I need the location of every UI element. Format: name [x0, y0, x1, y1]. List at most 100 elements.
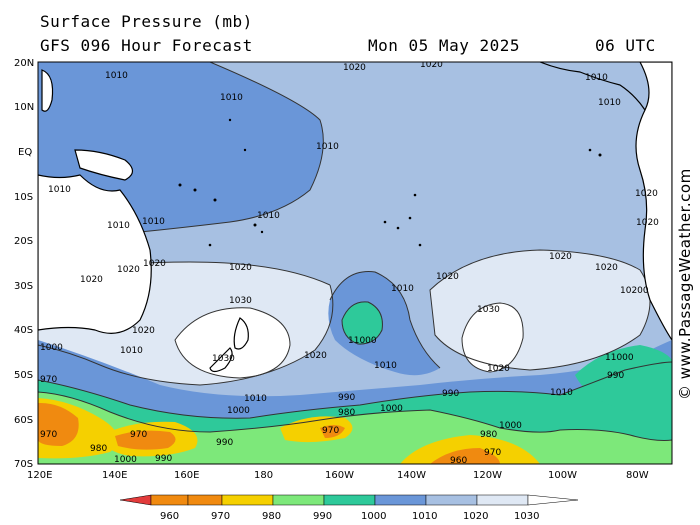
isobar-label: 1010 [105, 71, 128, 81]
isobar-label: 1020 [436, 272, 459, 282]
isobar-label: 1010 [142, 217, 165, 227]
isobar-label: 1010 [244, 394, 267, 404]
lon-label: 180 [254, 470, 273, 481]
landmasses [38, 62, 672, 373]
south-america [635, 62, 672, 342]
isobar-label: 1030 [212, 354, 235, 364]
isobar-label: 960 [450, 456, 467, 466]
new-zealand-south [209, 347, 233, 373]
isobar-label: 980 [90, 444, 107, 454]
isobar-labels: 1010 1010 1010 1020 1020 1010 1010 1010 … [40, 60, 659, 466]
forecast-time: 06 UTC [595, 36, 656, 55]
central-low-core [342, 301, 383, 345]
new-zealand-north [233, 317, 249, 350]
legend-tick: 990 [313, 511, 332, 522]
lat-label: 60S [14, 415, 33, 426]
sa-low [575, 345, 672, 412]
legend-swatch [374, 494, 427, 506]
isobar-label: 1010 [48, 185, 71, 195]
map-area: 1010 1010 1010 1020 1020 1010 1010 1010 … [38, 60, 672, 466]
isobar-label: 990 [607, 371, 624, 381]
isobar-label: 1020 [487, 364, 510, 374]
map-title: Surface Pressure (mb) [40, 12, 253, 31]
lat-label: 10N [14, 102, 34, 113]
isobar-label: 990 [155, 454, 172, 464]
lon-label: 140W [397, 470, 426, 481]
legend-tick: 1000 [361, 511, 386, 522]
isobar-label: 970 [484, 448, 501, 458]
isobar-label: 1020 [549, 252, 572, 262]
forecast-date: Mon 05 May 2025 [368, 36, 520, 55]
legend-swatch [221, 494, 274, 506]
isobar-label: 1020 [117, 265, 140, 275]
lon-label: 160W [325, 470, 354, 481]
isobar-label: 990 [442, 389, 459, 399]
isobar-label: 11000 [348, 336, 377, 346]
isobars [38, 62, 672, 441]
new-guinea [74, 149, 134, 181]
lat-label: 20S [14, 236, 33, 247]
isobar-label: 1020 [420, 60, 443, 70]
central-america [539, 62, 646, 111]
lat-label: 40S [14, 325, 33, 336]
isobar-label: 980 [480, 430, 497, 440]
legend-tick: 980 [262, 511, 281, 522]
isobar-label: 990 [216, 438, 233, 448]
legend-swatch [272, 494, 325, 506]
lon-label: 120E [27, 470, 52, 481]
isobar-label: 1000 [114, 455, 137, 465]
philippines [41, 69, 54, 112]
isobar-label: 970 [130, 430, 147, 440]
high-west-center [175, 307, 290, 378]
isobar-label: 1010 [257, 211, 280, 221]
isobar-label: 970 [40, 430, 57, 440]
legend-swatch [323, 494, 376, 506]
australia [38, 174, 152, 334]
isobar-label: 990 [338, 393, 355, 403]
pressure-legend: 960 970 980 990 1000 1010 1020 1030 [119, 494, 579, 522]
isobar-label: 1000 [40, 343, 63, 353]
isobar-label: 1020 [343, 63, 366, 73]
isobar-label: 1020 [635, 189, 658, 199]
lon-label: 140E [102, 470, 127, 481]
isobar-label: 1010 [391, 284, 414, 294]
legend-tick: 960 [160, 511, 179, 522]
isobar-label: 1020 [80, 275, 103, 285]
isobar-label: 1000 [499, 421, 522, 431]
high-east-center [462, 303, 524, 372]
legend-swatch [119, 494, 152, 506]
legend-tick: 1020 [463, 511, 488, 522]
lat-label: EQ [18, 147, 32, 158]
low-orange-south [430, 448, 500, 464]
lon-label: 80W [626, 470, 649, 481]
lat-label: 20N [14, 58, 34, 69]
legend-swatch [425, 494, 478, 506]
isobar-label: 980 [338, 408, 355, 418]
low-orange-mid [115, 430, 176, 450]
isobar-label: 1010 [585, 73, 608, 83]
isobar-label: 1030 [477, 305, 500, 315]
isobar-label: 1000 [227, 406, 250, 416]
website-credit: © www.PassageWeather.com [676, 168, 694, 400]
legend-tick: 970 [211, 511, 230, 522]
longitude-axis: 120E 140E 160E 180 160W 140W 120W 100W 8… [27, 470, 649, 481]
isobar-label: 10200 [620, 286, 649, 296]
lat-label: 30S [14, 281, 33, 292]
latitude-axis: 20N 10N EQ 10S 20S 30S 40S 50S 60S 70S [14, 58, 34, 470]
isobar-label: 970 [40, 375, 57, 385]
lon-label: 120W [473, 470, 502, 481]
central-low [328, 271, 440, 376]
legend-swatch [187, 494, 223, 506]
lon-label: 160E [174, 470, 199, 481]
lon-label: 100W [548, 470, 577, 481]
lat-label: 10S [14, 192, 33, 203]
isobar-label: 1020 [132, 326, 155, 336]
isobar-label: 970 [322, 426, 339, 436]
isobar-label: 1030 [229, 296, 252, 306]
legend-tick: 1030 [514, 511, 539, 522]
pacific-islands [178, 118, 602, 247]
isobar-label: 1010 [120, 346, 143, 356]
isobar-label: 1010 [374, 361, 397, 371]
low-orange-west [38, 402, 79, 446]
